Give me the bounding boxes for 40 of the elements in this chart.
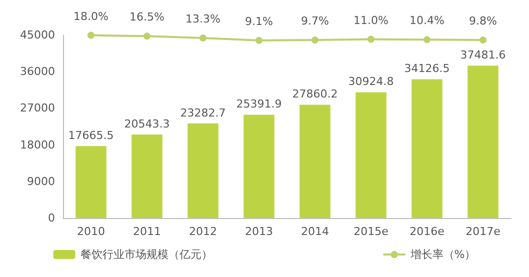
y-tick-label: 18000	[20, 138, 55, 152]
bar	[244, 114, 274, 218]
data-label: 9.8%	[469, 14, 497, 28]
bar	[132, 134, 162, 218]
data-label: 37481.6	[460, 48, 506, 62]
data-label: 30924.8	[348, 75, 394, 88]
data-label: 18.0%	[74, 10, 108, 23]
data-label: 20543.3	[124, 117, 170, 130]
bar	[76, 146, 106, 218]
data-label: 11.0%	[354, 14, 388, 27]
data-label: 25391.9	[236, 98, 282, 111]
x-tick-label: 2017e	[466, 225, 501, 238]
x-tick-label: 2010	[77, 225, 105, 238]
data-label: 34126.5	[404, 62, 450, 76]
x-tick-label: 2014	[301, 225, 329, 238]
data-label: 23282.7	[180, 106, 226, 120]
legend-label: 增长率（%）	[409, 248, 476, 261]
bar	[356, 92, 386, 218]
y-tick-label: 27000	[20, 102, 55, 115]
data-label: 10.4%	[410, 14, 444, 28]
x-tick-label: 2016e	[410, 225, 445, 238]
data-label: 13.3%	[186, 12, 220, 26]
data-label: 9.1%	[245, 14, 273, 28]
y-tick-label: 0	[48, 212, 55, 224]
data-label: 16.5%	[130, 10, 164, 24]
bar	[188, 123, 218, 218]
x-tick-label: 2012	[189, 225, 217, 238]
y-tick-label: 45000	[20, 28, 55, 42]
x-tick-label: 2011	[133, 225, 161, 238]
data-label: 27860.2	[292, 88, 338, 101]
bar	[300, 104, 330, 218]
legend-label: 餐饮行业市场规模（亿元）	[80, 248, 212, 261]
x-tick-label: 2015e	[354, 225, 389, 238]
y-tick-label: 9000	[27, 174, 55, 188]
bar	[412, 79, 442, 218]
data-label: 17665.5	[68, 129, 114, 142]
y-tick-label: 36000	[20, 65, 55, 78]
x-tick-label: 2013	[245, 225, 273, 238]
bar	[468, 66, 498, 218]
data-label: 9.7%	[301, 14, 329, 28]
